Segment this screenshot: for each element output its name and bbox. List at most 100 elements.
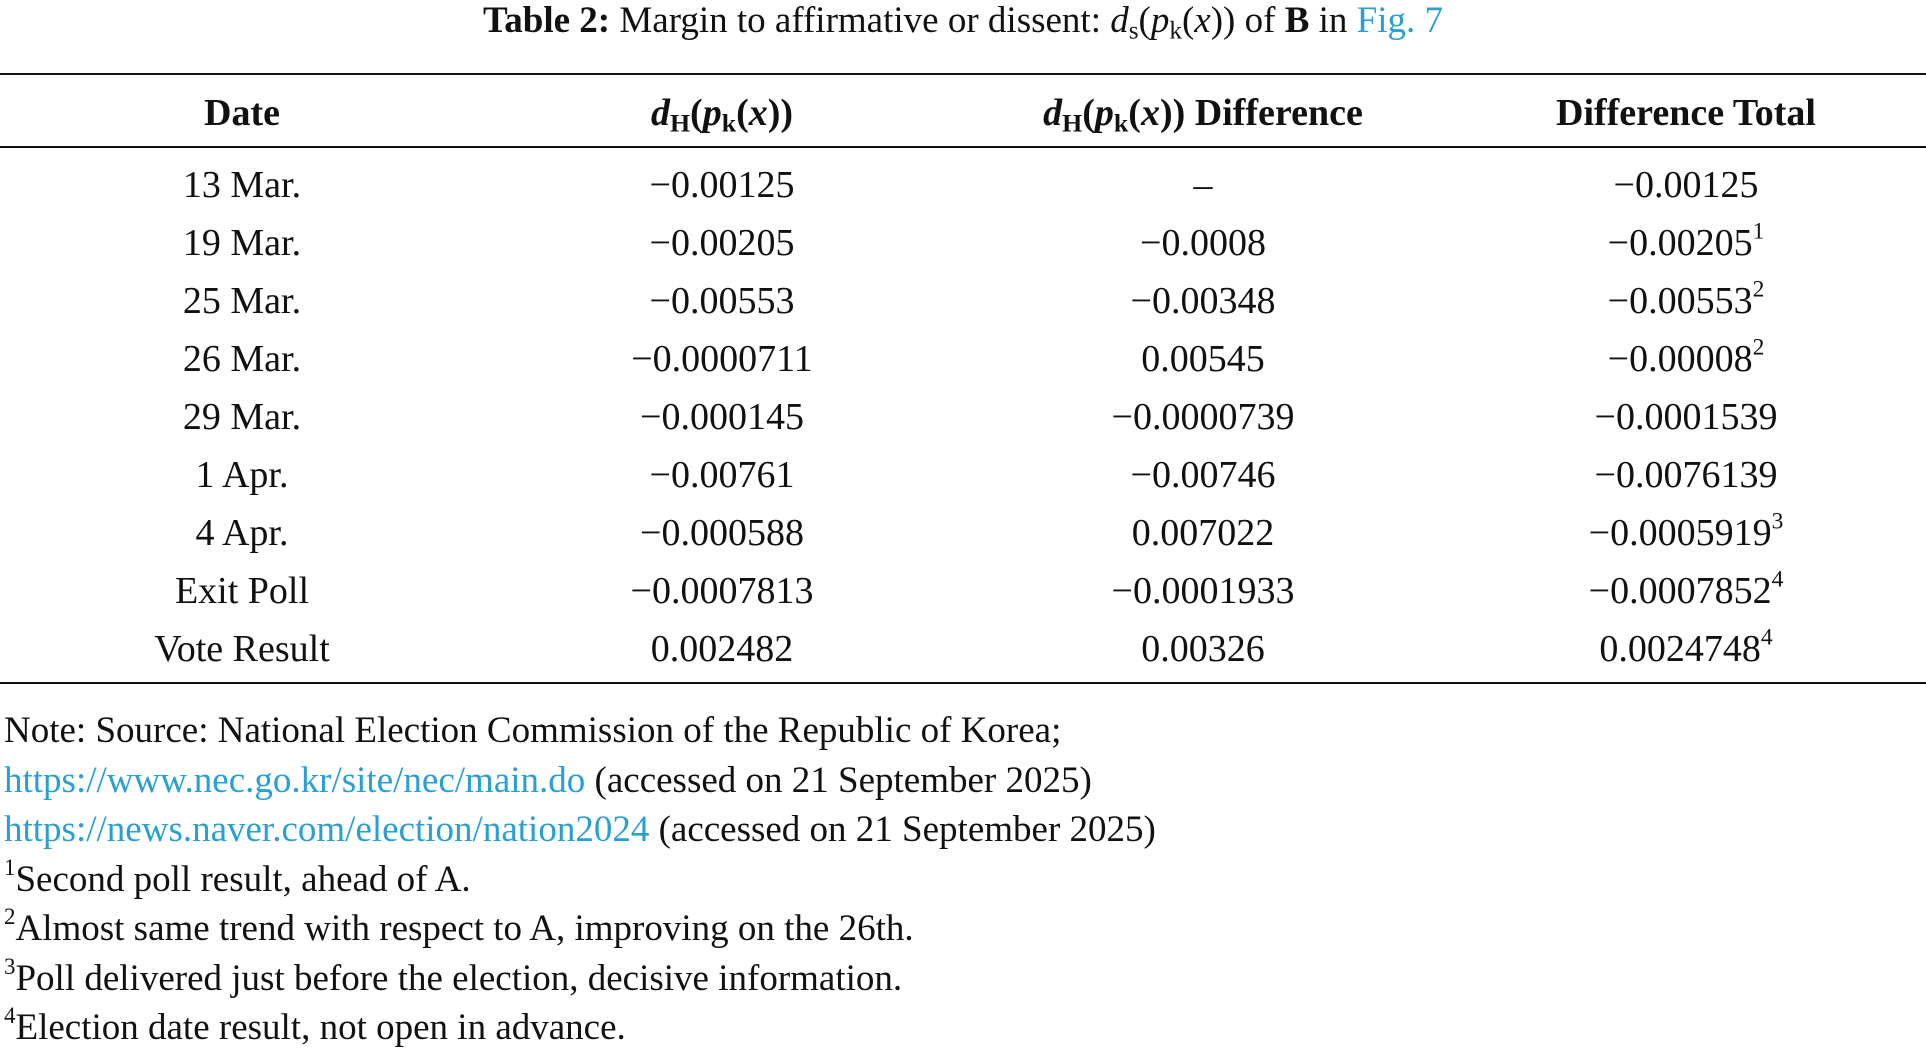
text: )) bbox=[1159, 92, 1186, 134]
table-row: Vote Result 0.002482 0.00326 0.00247484 bbox=[0, 621, 1926, 677]
superscript: 2 bbox=[1752, 276, 1765, 303]
header-cell: dH(pk(x)) Difference bbox=[960, 85, 1446, 141]
table-cell: −0.0001539 bbox=[1446, 389, 1926, 445]
text: 4 Apr. bbox=[195, 512, 289, 554]
table-cell: −0.00746 bbox=[960, 447, 1446, 503]
text: ( bbox=[690, 92, 703, 134]
subscript: k bbox=[721, 108, 737, 138]
text: – bbox=[1193, 164, 1213, 206]
table-cell: −0.002051 bbox=[1446, 215, 1926, 271]
text: −0.0000711 bbox=[631, 338, 813, 380]
text: Difference bbox=[1185, 92, 1363, 134]
table-cell: −0.0007813 bbox=[484, 563, 960, 619]
table-cell: 0.00326 bbox=[960, 621, 1446, 677]
text: −0.00746 bbox=[1130, 454, 1276, 496]
text: (accessed on 21 September 2025) bbox=[585, 759, 1092, 801]
header-cell: Difference Total bbox=[1446, 85, 1926, 141]
text: −0.00008 bbox=[1607, 338, 1753, 380]
text: Almost same trend with respect to A, imp… bbox=[15, 908, 914, 949]
table-cell: −0.005532 bbox=[1446, 273, 1926, 329]
note-line: https://www.nec.go.kr/site/nec/main.do (… bbox=[4, 757, 1904, 805]
table-row: 19 Mar. −0.00205 −0.0008 −0.002051 bbox=[0, 215, 1926, 271]
text: −0.000145 bbox=[640, 396, 804, 438]
text: 0.00545 bbox=[1141, 338, 1265, 380]
table-cell: 0.00247484 bbox=[1446, 621, 1926, 677]
text: −0.00125 bbox=[1613, 164, 1759, 206]
note-line: 3Poll delivered just before the election… bbox=[4, 953, 1904, 1003]
text: −0.00205 bbox=[1607, 222, 1753, 264]
table-cell: −0.0000739 bbox=[960, 389, 1446, 445]
text: (accessed on 21 September 2025) bbox=[649, 809, 1156, 850]
text: −0.00348 bbox=[1130, 280, 1276, 322]
table-cell: – bbox=[960, 157, 1446, 213]
text: −0.000588 bbox=[640, 512, 804, 554]
math-var: d bbox=[650, 92, 670, 134]
text: 0.007022 bbox=[1131, 512, 1275, 554]
table-row: 26 Mar. −0.0000711 0.00545 −0.000082 bbox=[0, 331, 1926, 387]
text: Poll delivered just before the election,… bbox=[15, 957, 903, 999]
math-var: x bbox=[748, 92, 768, 134]
table-cell: 13 Mar. bbox=[0, 157, 484, 213]
text: Margin to affirmative or dissent: bbox=[610, 0, 1111, 41]
table-cell: 0.00545 bbox=[960, 331, 1446, 387]
link[interactable]: https://www.nec.go.kr/site/nec/main.do bbox=[4, 759, 586, 801]
table-row: 1 Apr. −0.00761 −0.00746 −0.0076139 bbox=[0, 447, 1926, 503]
table-row: 4 Apr. −0.000588 0.007022 −0.00059193 bbox=[0, 505, 1926, 561]
bold-text: Table 2: bbox=[482, 0, 611, 41]
superscript: 4 bbox=[1771, 566, 1784, 593]
header-cell: dH(pk(x)) bbox=[484, 85, 960, 141]
text: )) bbox=[1210, 0, 1236, 41]
table-cell: −0.00761 bbox=[484, 447, 960, 503]
text: −0.0000739 bbox=[1111, 396, 1295, 438]
table-cell: −0.00205 bbox=[484, 215, 960, 271]
table-cell: 29 Mar. bbox=[0, 389, 484, 445]
text: of bbox=[1235, 0, 1285, 41]
superscript: 3 bbox=[4, 953, 16, 979]
text: 0.002482 bbox=[650, 628, 794, 670]
text: −0.00553 bbox=[649, 280, 795, 322]
text: Difference Total bbox=[1556, 92, 1816, 134]
bottom-rule bbox=[0, 682, 1926, 684]
table-cell: −0.0000711 bbox=[484, 331, 960, 387]
text: Exit Poll bbox=[174, 570, 310, 612]
link[interactable]: Fig. 7 bbox=[1356, 0, 1444, 41]
text: −0.0001933 bbox=[1111, 570, 1295, 612]
text: Date bbox=[204, 92, 280, 134]
table-cell: −0.00125 bbox=[1446, 157, 1926, 213]
text: 0.0024748 bbox=[1599, 628, 1761, 670]
text: Note: Source: National Election Commissi… bbox=[4, 710, 1062, 751]
table-cell: −0.00059193 bbox=[1446, 505, 1926, 561]
note-line: 4Election date result, not open in advan… bbox=[4, 1004, 1904, 1052]
text: Second poll result, ahead of A. bbox=[15, 858, 471, 900]
table-cell: 1 Apr. bbox=[0, 447, 484, 503]
note-line: 1Second poll result, ahead of A. bbox=[4, 855, 1904, 904]
table-cell: −0.000145 bbox=[484, 389, 960, 445]
text: −0.00125 bbox=[649, 164, 795, 206]
math-var: p bbox=[1094, 92, 1114, 134]
superscript: 3 bbox=[1771, 508, 1784, 535]
header-cell: Date bbox=[0, 85, 484, 141]
table-caption: Table 2: Margin to affirmative or dissen… bbox=[0, 0, 1926, 45]
math-var: x bbox=[1194, 0, 1211, 41]
table-cell: −0.00553 bbox=[484, 273, 960, 329]
text: 13 Mar. bbox=[182, 164, 302, 206]
text: ( bbox=[736, 92, 749, 134]
subscript: H bbox=[1062, 108, 1083, 138]
superscript: 1 bbox=[1752, 218, 1765, 245]
math-var: d bbox=[1110, 0, 1129, 41]
top-rule bbox=[0, 73, 1926, 75]
link[interactable]: https://news.naver.com/election/nation20… bbox=[4, 809, 650, 850]
subscript: k bbox=[1169, 17, 1182, 45]
table-cell: −0.0076139 bbox=[1446, 447, 1926, 503]
text: 29 Mar. bbox=[182, 396, 302, 438]
text: in bbox=[1309, 0, 1357, 41]
subscript: k bbox=[1113, 108, 1129, 138]
text: ( bbox=[1138, 0, 1151, 41]
text: 25 Mar. bbox=[182, 280, 302, 322]
text: ( bbox=[1181, 0, 1195, 41]
text: −0.00205 bbox=[649, 222, 795, 264]
header-row: Date dH(pk(x)) dH(pk(x)) Difference Differe… bbox=[0, 85, 1926, 141]
table-cell: 0.007022 bbox=[960, 505, 1446, 561]
text: ( bbox=[1082, 92, 1095, 134]
